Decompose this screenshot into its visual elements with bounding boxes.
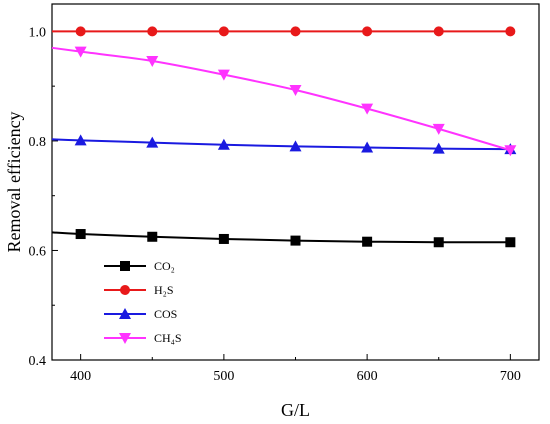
series-layer bbox=[51, 26, 517, 248]
legend-marker bbox=[120, 285, 130, 295]
data-point-square bbox=[290, 235, 301, 246]
data-point-triangle-down bbox=[504, 145, 517, 157]
data-point-square bbox=[362, 236, 373, 247]
data-point-square bbox=[505, 237, 516, 248]
data-point-triangle-down bbox=[146, 55, 159, 67]
data-point-triangle-up bbox=[74, 134, 87, 146]
data-point-square bbox=[218, 233, 229, 244]
data-point-triangle-up bbox=[432, 142, 445, 154]
data-point-circle bbox=[362, 26, 373, 37]
y-tick-label: 0.6 bbox=[29, 244, 47, 259]
data-point-circle bbox=[290, 26, 301, 37]
legend: CO₂ H₂S COS CH₄S bbox=[104, 259, 182, 345]
y-tick-label: 1.0 bbox=[29, 25, 47, 40]
data-point-square bbox=[147, 231, 158, 242]
y-tick-label: 0.8 bbox=[29, 135, 47, 150]
data-point-circle bbox=[147, 26, 158, 37]
y-axis-title: Removal efficiency bbox=[4, 111, 24, 252]
data-point-square bbox=[75, 229, 86, 240]
legend-label: COS bbox=[154, 307, 177, 321]
x-tick-label: 400 bbox=[70, 369, 91, 384]
data-point-square bbox=[433, 237, 444, 248]
legend-marker bbox=[119, 333, 131, 344]
legend-label: H₂S bbox=[154, 283, 174, 297]
legend-label: CO₂ bbox=[154, 259, 175, 273]
data-point-triangle-down bbox=[432, 123, 445, 135]
y-tick-label: 0.4 bbox=[29, 354, 47, 369]
y-axis: 0.4 0.6 0.8 1.0 bbox=[29, 25, 58, 369]
series-line-triangle-up bbox=[51, 138, 511, 151]
data-point-circle bbox=[433, 26, 444, 37]
x-tick-label: 500 bbox=[213, 369, 234, 384]
data-point-triangle-down bbox=[74, 46, 87, 58]
data-point-triangle-down bbox=[217, 69, 230, 81]
data-point-triangle-down bbox=[361, 103, 374, 115]
legend-marker bbox=[119, 308, 131, 319]
data-point-triangle-up bbox=[146, 136, 159, 148]
x-axis-title: G/L bbox=[281, 400, 310, 420]
data-point-triangle-down bbox=[289, 84, 302, 96]
data-point-circle bbox=[505, 26, 516, 37]
legend-label: CH₄S bbox=[154, 331, 182, 345]
data-point-triangle-up bbox=[361, 141, 374, 153]
data-point-circle bbox=[75, 26, 86, 37]
series-line-triangle-down bbox=[51, 46, 511, 152]
data-point-triangle-up bbox=[289, 140, 302, 152]
series-line-square bbox=[51, 231, 511, 244]
legend-marker bbox=[120, 261, 130, 271]
data-point-triangle-up bbox=[217, 138, 230, 150]
x-tick-label: 700 bbox=[500, 369, 521, 384]
x-axis: 400 500 600 700 bbox=[70, 354, 521, 384]
data-point-circle bbox=[218, 26, 229, 37]
x-tick-label: 600 bbox=[357, 369, 378, 384]
